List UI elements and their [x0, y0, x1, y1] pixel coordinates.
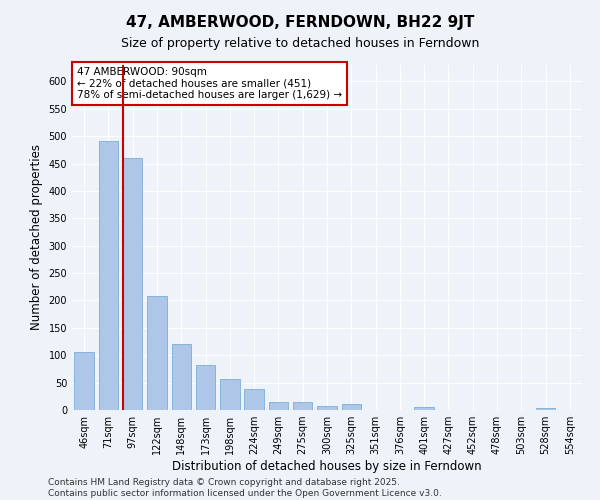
Bar — [536, 408, 555, 410]
Bar — [269, 402, 288, 410]
Bar — [196, 364, 215, 410]
Bar — [293, 402, 313, 410]
Bar — [172, 344, 191, 410]
Bar — [123, 158, 142, 410]
Bar — [147, 296, 167, 410]
Bar — [99, 140, 118, 410]
Bar — [341, 404, 361, 410]
Text: 47, AMBERWOOD, FERNDOWN, BH22 9JT: 47, AMBERWOOD, FERNDOWN, BH22 9JT — [126, 15, 474, 30]
X-axis label: Distribution of detached houses by size in Ferndown: Distribution of detached houses by size … — [172, 460, 482, 473]
Text: 47 AMBERWOOD: 90sqm
← 22% of detached houses are smaller (451)
78% of semi-detac: 47 AMBERWOOD: 90sqm ← 22% of detached ho… — [77, 66, 342, 100]
Bar — [415, 408, 434, 410]
Bar — [317, 406, 337, 410]
Text: Size of property relative to detached houses in Ferndown: Size of property relative to detached ho… — [121, 38, 479, 51]
Y-axis label: Number of detached properties: Number of detached properties — [30, 144, 43, 330]
Text: Contains HM Land Registry data © Crown copyright and database right 2025.
Contai: Contains HM Land Registry data © Crown c… — [48, 478, 442, 498]
Bar — [220, 379, 239, 410]
Bar — [244, 389, 264, 410]
Bar — [74, 352, 94, 410]
